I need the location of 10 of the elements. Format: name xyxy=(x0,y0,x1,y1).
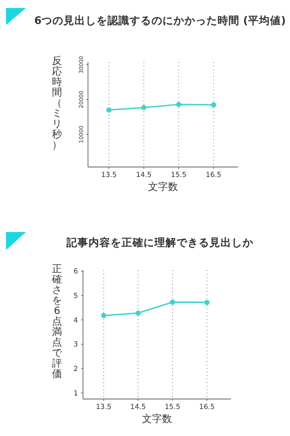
point xyxy=(204,300,210,305)
point xyxy=(170,300,176,305)
point xyxy=(101,312,106,318)
chart-title: 記事内容を正確に理解できる見出しか xyxy=(66,236,254,249)
x-axis-title: 文字数 xyxy=(148,181,178,193)
x-axis-title: 文字数 xyxy=(142,413,172,425)
y-axis-title: 反応時間（ミリ秒） xyxy=(52,56,62,151)
y-axis-title: 正確さを6点満点で評価 xyxy=(52,264,62,380)
chart-title: 6つの見出しを認識するのにかかった時間 (平均値) xyxy=(34,14,286,27)
point xyxy=(135,310,141,316)
